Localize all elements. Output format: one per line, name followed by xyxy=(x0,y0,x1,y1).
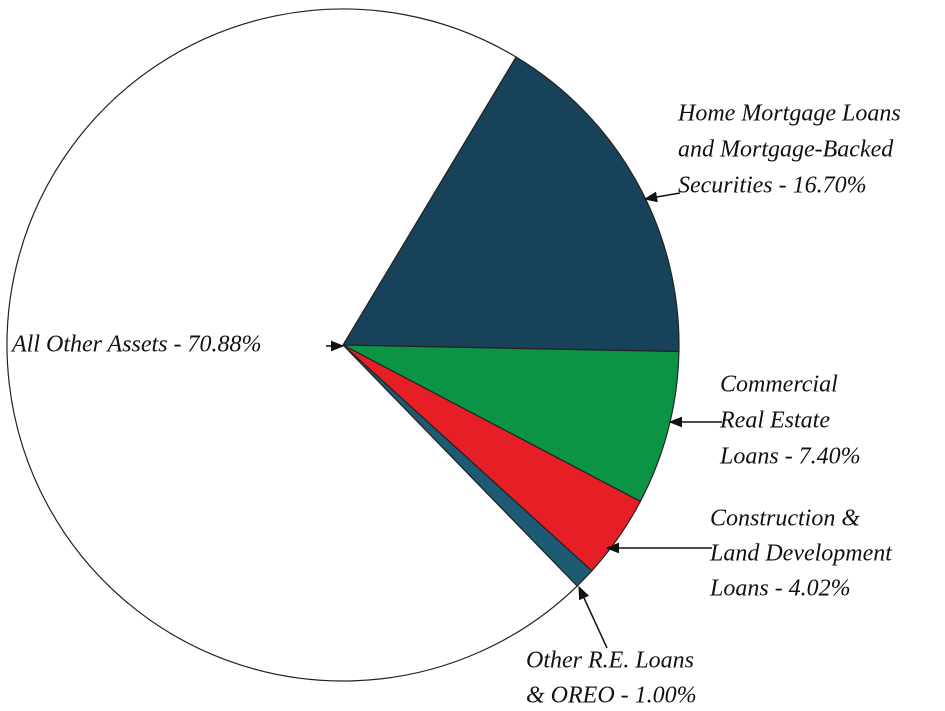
slice-label: Commercial xyxy=(720,372,838,398)
slice-label: Other R.E. Loans xyxy=(526,648,694,674)
slice-label: Real Estate xyxy=(719,408,830,434)
slice-label: Construction & xyxy=(710,506,860,532)
slice-label: Securities - 16.70% xyxy=(678,173,867,199)
label-arrow xyxy=(578,585,608,649)
slice-label: Loans - 7.40% xyxy=(719,444,861,470)
slice-label: and Mortgage-Backed xyxy=(678,137,894,163)
slice-label: Loans - 4.02% xyxy=(709,576,851,602)
label-arrow xyxy=(643,191,681,203)
slice-label: All Other Assets - 70.88% xyxy=(10,332,262,358)
pie-slice xyxy=(342,344,680,503)
pie-slice xyxy=(341,56,680,353)
slice-label: Land Development xyxy=(709,541,893,567)
slice-label: & OREO - 1.00% xyxy=(526,683,697,709)
pie-slice xyxy=(6,8,578,682)
slice-label: Home Mortgage Loans xyxy=(677,101,901,127)
